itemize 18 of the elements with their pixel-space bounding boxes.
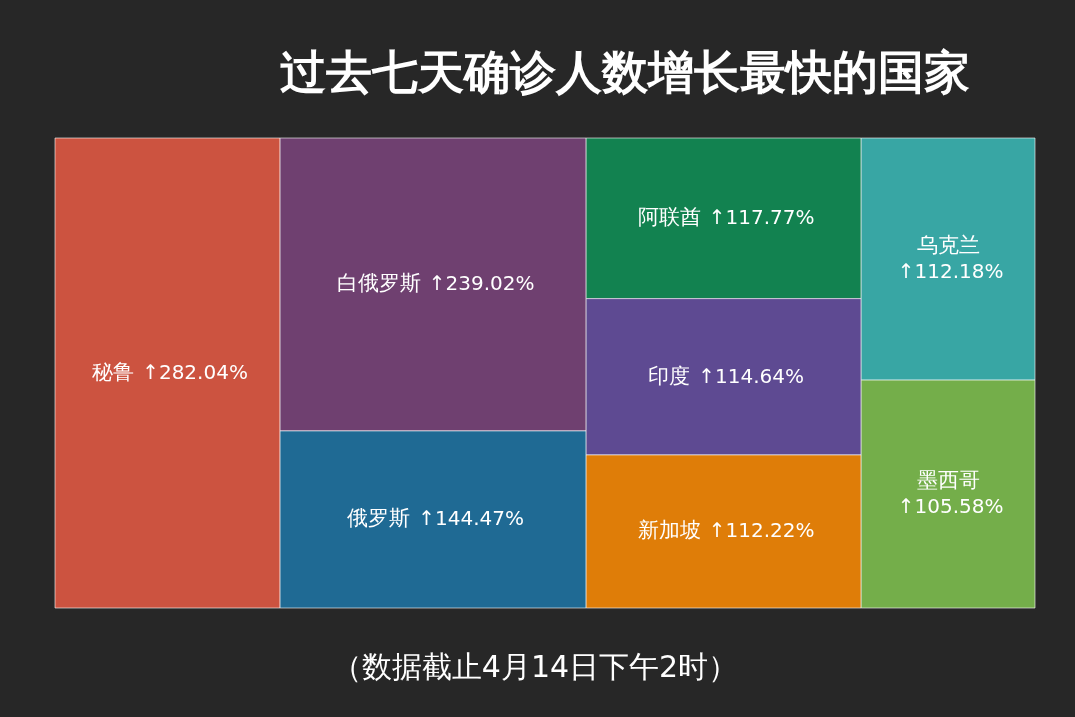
category-label: 印度 <box>648 363 691 388</box>
text: （数据截止4月14日下午2时） <box>331 649 739 684</box>
category-label: 俄罗斯 <box>347 506 411 531</box>
category-label: 秘鲁 <box>92 360 135 384</box>
data-label: ↑117.77% <box>708 205 815 230</box>
category-label: 新加坡 <box>637 518 701 543</box>
data-label: ↑112.22% <box>708 518 815 543</box>
data-label: ↑105.58% <box>897 494 1004 519</box>
data-label: ↑282.04% <box>142 360 248 384</box>
category-label: 乌克兰 <box>916 233 980 258</box>
data-label: ↑112.18% <box>897 259 1004 284</box>
text: 过去七天确诊人数增长最快的国家 <box>280 44 970 99</box>
data-label: ↑114.64% <box>698 363 805 388</box>
category-label: 白俄罗斯 <box>336 271 421 296</box>
data-label: ↑239.02% <box>428 271 535 296</box>
data-label: ↑144.47% <box>418 506 524 531</box>
category-label: 墨西哥 <box>916 468 980 493</box>
category-label: 阿联酋 <box>637 205 701 230</box>
